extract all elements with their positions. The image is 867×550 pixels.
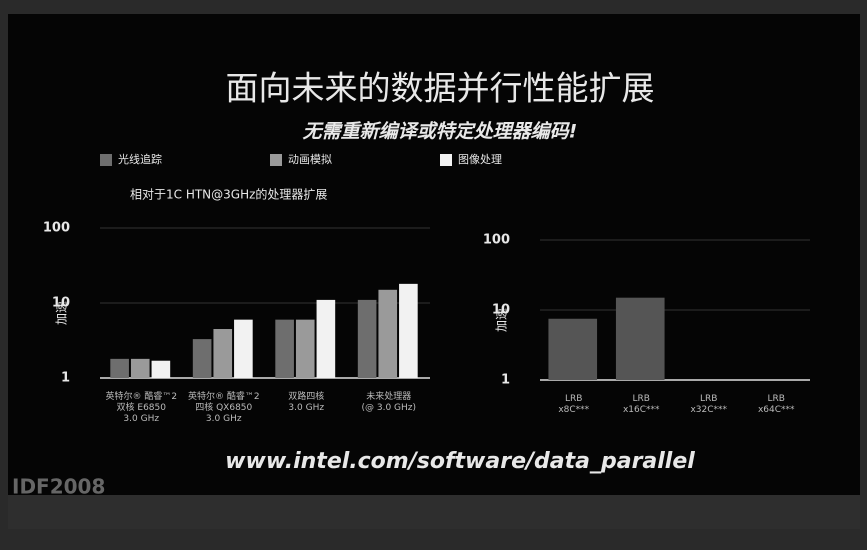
legend-swatch: [100, 154, 112, 166]
y-tick-label: 10: [52, 296, 70, 311]
x-tick-label: 双路四核 3.0 GHz: [288, 390, 324, 413]
bar: [130, 358, 150, 378]
bar: [295, 319, 315, 378]
x-tick-label: LRB x8C***: [558, 394, 589, 415]
bar: [234, 319, 253, 378]
y-tick-label: 1: [501, 373, 510, 388]
bar: [316, 299, 336, 378]
bar: [151, 360, 171, 378]
y-tick-label: 100: [483, 233, 510, 248]
bar: [213, 329, 233, 378]
chart-subtitle: 相对于1C HTN@3GHz的处理器扩展: [130, 187, 327, 202]
y-axis-label: 加速: [495, 308, 509, 332]
bar: [357, 299, 377, 378]
y-axis-label: 加速: [55, 301, 69, 325]
footer-band: [8, 495, 860, 529]
y-tick-label: 10: [492, 303, 510, 318]
legend-swatch: [270, 154, 282, 166]
bar: [110, 358, 129, 378]
bar: [275, 319, 294, 378]
legend-swatch: [440, 154, 452, 166]
y-tick-label: 100: [43, 221, 70, 236]
x-tick-label: 未来处理器(@ 3.0 GHz): [361, 390, 416, 413]
url: www.intel.com/software/data_parallel: [225, 449, 695, 474]
slide-title: 面向未来的数据并行性能扩展: [226, 69, 655, 108]
legend-label: 图像处理: [458, 153, 502, 166]
slide-subtitle: 无需重新编译或特定处理器编码!: [302, 121, 578, 143]
x-tick-label: LRB x16C***: [623, 394, 660, 415]
event-logo: IDF2008: [12, 475, 105, 499]
bar: [399, 283, 418, 378]
bar: [378, 289, 398, 378]
slide: [8, 14, 860, 529]
bar: [615, 297, 665, 380]
legend-label: 光线追踪: [118, 152, 162, 166]
bar: [548, 318, 598, 380]
y-tick-label: 1: [61, 371, 70, 386]
x-tick-label: LRB x64C***: [758, 394, 795, 415]
bar: [192, 339, 212, 378]
x-tick-label: 英特尔® 酷睿™2 双核 E6850 3.0 GHz: [105, 390, 177, 424]
x-tick-label: 英特尔® 酷睿™2 四核 QX6850 3.0 GHz: [188, 390, 260, 424]
x-tick-label: LRB x32C***: [690, 394, 727, 415]
legend-label: 动画模拟: [288, 152, 332, 166]
